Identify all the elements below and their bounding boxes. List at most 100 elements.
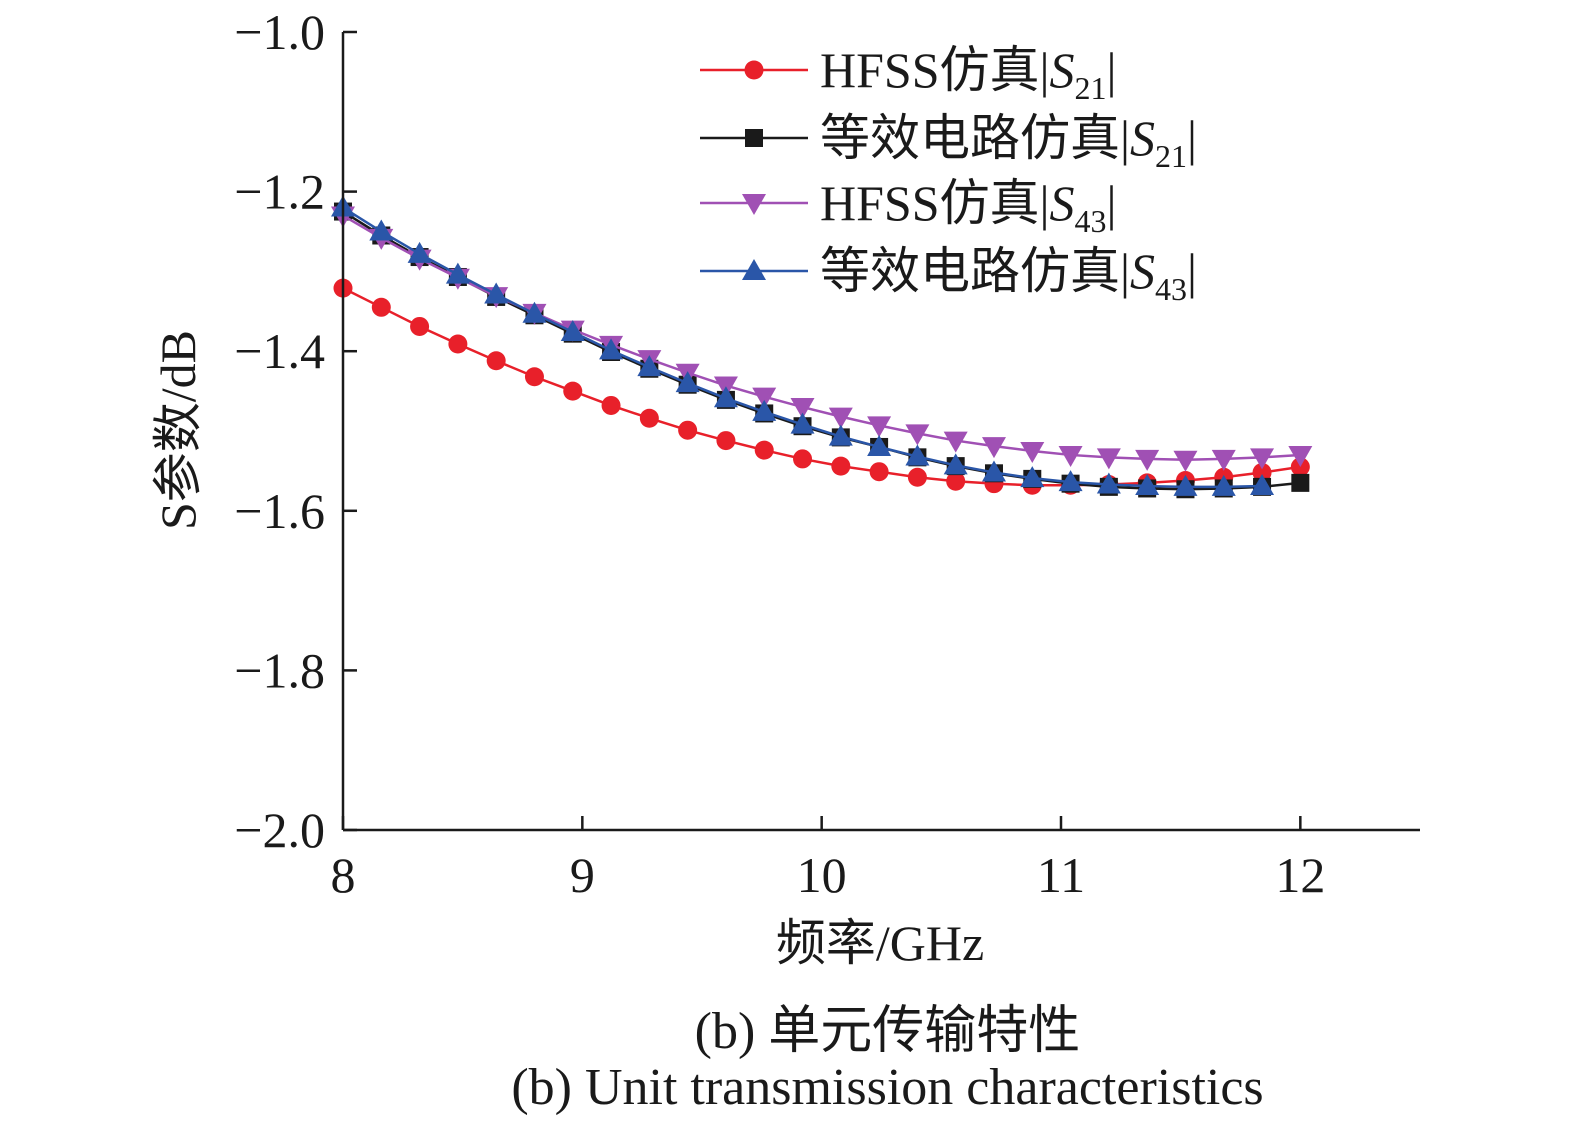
data-point: [946, 471, 966, 491]
y-tick-label: −1.8: [234, 642, 325, 698]
y-tick-label: −1.2: [234, 164, 325, 220]
data-point: [790, 398, 815, 420]
data-point: [716, 431, 736, 451]
data-point: [1058, 445, 1083, 467]
data-point: [1173, 450, 1198, 472]
legend-entry: HFSS仿真|S21|: [700, 42, 1117, 106]
legend-entry: 等效电路仿真|S21|: [700, 110, 1197, 174]
data-point: [1020, 441, 1045, 463]
x-tick-label: 11: [1037, 847, 1085, 903]
data-point: [560, 320, 585, 342]
data-point: [831, 456, 851, 476]
data-point: [790, 412, 815, 434]
y-tick-label: −2.0: [234, 802, 325, 858]
data-point: [752, 387, 777, 409]
y-tick-label: −1.4: [234, 323, 325, 379]
chart: −1.0 −1.2 −1.4 −1.6 −1.8 −2.08 9 10 11 12 HFSS仿真|…: [150, 4, 1420, 971]
data-point: [905, 424, 930, 446]
data-point: [905, 444, 930, 466]
legend-label-prefix: HFSS仿真|: [820, 175, 1050, 231]
legend-label: 等效电路仿真|S43|: [820, 243, 1197, 307]
series-4: [331, 195, 1275, 496]
caption-english: (b) Unit transmission characteristics: [511, 1059, 1264, 1116]
legend-label-bar: |: [1107, 42, 1117, 98]
legend-label-subscript: 21: [1155, 138, 1187, 174]
data-point: [981, 460, 1006, 482]
data-point: [1135, 474, 1160, 496]
data-point: [522, 301, 547, 323]
x-tick-label: 12: [1275, 847, 1325, 903]
axes: −1.0 −1.2 −1.4 −1.6 −1.8 −2.08 9 10 11 12: [234, 4, 1420, 903]
data-point: [678, 420, 698, 440]
legend-entry: HFSS仿真|S43|: [700, 175, 1117, 239]
series-line: [342, 287, 1301, 487]
legend-marker: [742, 194, 766, 215]
data-point: [713, 386, 738, 408]
legend-label-bar: |: [1187, 110, 1197, 166]
legend-label: HFSS仿真|S21|: [820, 42, 1117, 106]
data-point: [1288, 445, 1313, 467]
data-point: [1291, 473, 1310, 492]
data-point: [637, 355, 662, 377]
legend-label-subscript: 43: [1155, 271, 1187, 307]
legend-label: HFSS仿真|S43|: [820, 175, 1117, 239]
data-point: [828, 424, 853, 446]
legend-label: 等效电路仿真|S21|: [820, 110, 1197, 174]
legend-label-prefix: 等效电路仿真|: [820, 110, 1130, 166]
data-point: [754, 440, 774, 460]
caption-chinese: (b) 单元传输特性: [694, 1003, 1081, 1060]
legend-label-subscript: 21: [1075, 70, 1107, 106]
data-point: [1211, 474, 1236, 496]
x-tick-label: 8: [331, 847, 356, 903]
data-point: [943, 431, 968, 453]
data-point: [371, 297, 391, 317]
legend: HFSS仿真|S21|等效电路仿真|S21|HFSS仿真|S43|等效电路仿真|…: [700, 42, 1197, 307]
data-point: [828, 407, 853, 429]
data-point: [1173, 474, 1198, 496]
series-1: [333, 278, 1310, 495]
data-point: [369, 219, 394, 241]
data-point: [869, 462, 889, 482]
data-point: [486, 351, 506, 371]
data-point: [1211, 449, 1236, 471]
data-point: [867, 434, 892, 456]
data-point: [943, 453, 968, 475]
legend-label-bar: |: [1187, 243, 1197, 299]
data-point: [639, 408, 659, 428]
data-point: [599, 338, 624, 360]
data-point: [563, 381, 583, 401]
legend-label-symbol: S: [1130, 110, 1155, 166]
plot-area: [331, 195, 1313, 499]
legend-marker: [744, 60, 764, 80]
data-point: [793, 449, 813, 469]
data-point: [1250, 448, 1275, 470]
data-point: [484, 282, 509, 304]
data-point: [1020, 466, 1045, 488]
data-point: [407, 241, 432, 263]
data-point: [1058, 470, 1083, 492]
data-point: [907, 467, 927, 487]
data-point: [448, 334, 468, 354]
data-point: [524, 367, 544, 387]
legend-label-prefix: HFSS仿真|: [820, 42, 1050, 98]
x-axis-label: 频率/GHz: [776, 915, 984, 971]
legend-marker: [742, 259, 766, 280]
x-tick-label: 9: [570, 847, 595, 903]
data-point: [1135, 449, 1160, 471]
legend-marker: [745, 129, 763, 147]
legend-label-symbol: S: [1050, 175, 1075, 231]
data-point: [1252, 462, 1272, 482]
legend-label-bar: |: [1107, 175, 1117, 231]
data-point: [1250, 474, 1275, 496]
data-point: [981, 437, 1006, 459]
data-point: [410, 316, 430, 336]
y-tick-label: −1.0: [234, 4, 325, 60]
x-tick-label: 10: [797, 847, 847, 903]
legend-label-subscript: 43: [1075, 203, 1107, 239]
data-point: [675, 371, 700, 393]
data-point: [752, 399, 777, 421]
data-point: [1096, 448, 1121, 470]
data-point: [445, 262, 470, 284]
legend-label-prefix: 等效电路仿真|: [820, 243, 1130, 299]
legend-label-symbol: S: [1050, 42, 1075, 98]
